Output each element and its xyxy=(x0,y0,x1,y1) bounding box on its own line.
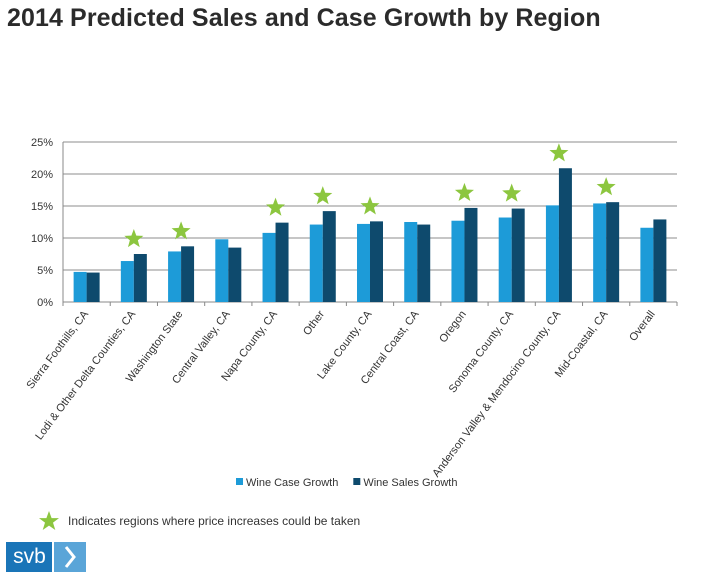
bar xyxy=(181,246,195,302)
bar xyxy=(558,168,572,302)
bar xyxy=(357,223,370,302)
star-icon xyxy=(266,197,286,216)
bar xyxy=(606,202,620,302)
y-tick-label: 15% xyxy=(31,201,53,213)
bar xyxy=(404,222,418,302)
bar xyxy=(228,247,242,302)
logo-text: svb xyxy=(6,542,52,572)
bar xyxy=(511,208,525,302)
star-icon xyxy=(124,229,144,248)
legend-label: Wine Sales Growth xyxy=(363,477,457,489)
bar xyxy=(120,261,134,302)
chart-title: 2014 Predicted Sales and Case Growth by … xyxy=(7,4,601,32)
bar xyxy=(417,224,431,302)
bar xyxy=(640,227,654,302)
x-tick-label: Lodi & Other Delta Counties, CA xyxy=(33,308,138,442)
x-tick-label: Oregon xyxy=(437,309,469,346)
star-icon xyxy=(549,143,569,162)
legend-swatch xyxy=(236,478,243,485)
x-tick-label: Other xyxy=(301,308,327,337)
legend-swatch xyxy=(353,478,361,485)
y-tick-label: 20% xyxy=(31,169,53,181)
bar xyxy=(464,207,478,302)
bar xyxy=(370,221,383,302)
bar xyxy=(309,224,323,302)
star-icon xyxy=(596,177,616,196)
bar xyxy=(73,271,87,302)
legend-label: Wine Case Growth xyxy=(246,477,338,489)
star-icon xyxy=(313,186,333,205)
star-icon xyxy=(360,196,380,215)
bar xyxy=(168,251,182,302)
bar-chart: 0%5%10%15%20%25%Sierra Foothills, CALodi… xyxy=(24,137,678,489)
bar xyxy=(86,272,100,302)
x-tick-label: Overall xyxy=(627,309,658,344)
bar xyxy=(451,220,465,302)
footnote-text: Indicates regions where price increases … xyxy=(68,514,361,528)
bar xyxy=(653,219,667,302)
bar xyxy=(215,239,229,302)
x-tick-label: Mid-Coastal, CA xyxy=(553,308,611,380)
bar xyxy=(322,211,336,302)
bar xyxy=(498,217,512,302)
bar xyxy=(275,222,289,302)
bar xyxy=(593,203,607,302)
bar xyxy=(262,232,276,302)
star-icon xyxy=(171,221,191,240)
footnote: Indicates regions where price increases … xyxy=(38,510,360,532)
bar xyxy=(545,205,559,302)
star-icon xyxy=(454,182,474,202)
y-tick-label: 0% xyxy=(37,297,53,309)
svb-logo: svb xyxy=(6,542,86,572)
y-tick-label: 10% xyxy=(31,233,53,245)
bar xyxy=(133,254,147,302)
y-tick-label: 5% xyxy=(37,265,53,277)
y-tick-label: 25% xyxy=(31,137,53,149)
star-icon xyxy=(502,183,522,202)
star-icon xyxy=(39,511,59,530)
chevron-right-icon xyxy=(54,542,86,572)
